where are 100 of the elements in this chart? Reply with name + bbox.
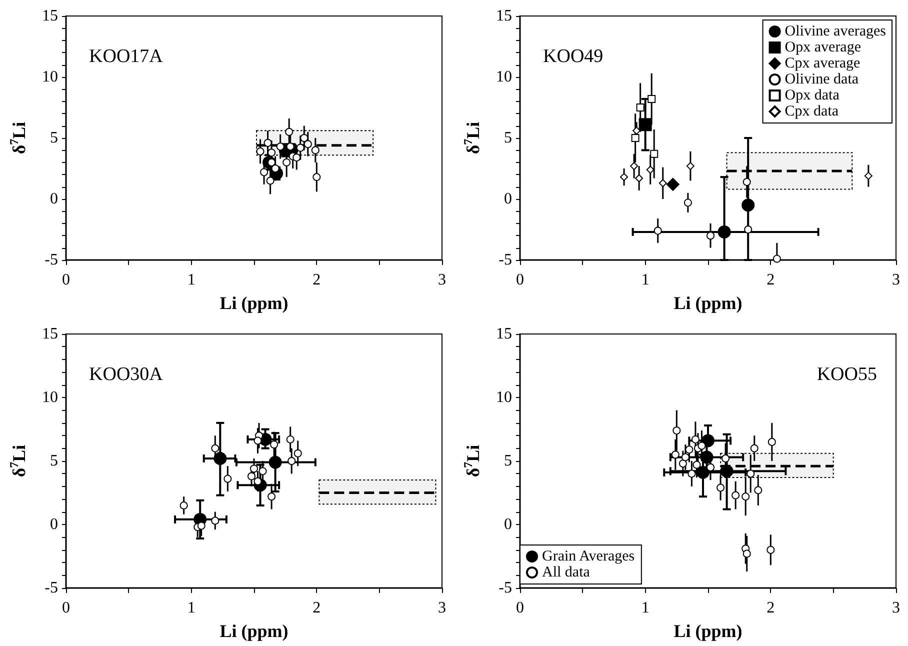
point (650, 150, 658, 158)
point (742, 198, 755, 212)
y-tick-label: 0 (504, 516, 512, 533)
y-tick-label: -5 (498, 252, 512, 268)
x-tick-label: 1 (641, 272, 650, 288)
legend-label: Cpx data (784, 104, 839, 120)
x-tick-label: 0 (62, 600, 70, 616)
y-axis-title: δ7Li (461, 444, 483, 478)
point (646, 166, 654, 174)
point (666, 178, 680, 191)
x-axis-title: Li (ppm) (674, 621, 742, 641)
point (180, 501, 188, 510)
point (658, 179, 667, 188)
point (732, 491, 740, 500)
x-tick-label: 2 (766, 272, 775, 288)
x-tick-label: 1 (187, 272, 196, 288)
point (270, 440, 278, 448)
legend-label: Olivine averages (784, 24, 886, 40)
point (685, 446, 694, 454)
y-tick-label: 0 (50, 190, 58, 208)
y-tick-label: 15 (42, 326, 58, 342)
point (636, 104, 644, 112)
point (250, 464, 258, 473)
point (864, 172, 872, 180)
point (282, 158, 291, 166)
point (706, 463, 715, 472)
y-tick-label: -5 (44, 252, 58, 268)
point (286, 435, 294, 444)
y-tick-label: 0 (50, 516, 58, 533)
point (288, 457, 296, 465)
y-tick-label: 5 (504, 452, 512, 470)
point (631, 134, 640, 142)
text: KOO17A (89, 46, 164, 67)
point (296, 144, 304, 152)
point (722, 454, 730, 462)
text: KOO49 (543, 46, 604, 67)
point (671, 450, 680, 459)
x-tick-label: 0 (516, 272, 524, 288)
y-tick-label: 10 (496, 389, 512, 406)
point (766, 546, 775, 554)
legend-label: All data (542, 564, 590, 580)
point (654, 226, 662, 235)
point (744, 226, 752, 234)
point (224, 474, 232, 483)
point (691, 435, 700, 444)
point (632, 126, 641, 135)
y-tick-label: 5 (50, 452, 58, 470)
point (292, 154, 301, 162)
point (684, 198, 692, 207)
point (276, 142, 284, 151)
text: KOO55 (816, 364, 878, 385)
point (248, 472, 256, 480)
point (260, 168, 268, 176)
legend-label: Cpx average (784, 56, 861, 72)
x-tick-label: 2 (766, 600, 775, 616)
x-tick-label: 2 (312, 600, 321, 616)
point (681, 453, 690, 462)
x-tick-label: 2 (312, 272, 321, 288)
point (304, 140, 312, 148)
point (706, 232, 715, 240)
x-axis-title: Li (ppm) (220, 293, 288, 313)
point (696, 466, 710, 479)
point (742, 178, 751, 186)
y-tick-label: -5 (44, 580, 58, 596)
point (197, 522, 206, 530)
x-tick-label: 0 (62, 272, 70, 288)
point (686, 162, 694, 170)
point (635, 174, 644, 182)
point (214, 452, 227, 465)
point (754, 486, 762, 494)
x-tick-label: 0 (516, 600, 524, 616)
point (648, 94, 656, 103)
x-tick-label: 3 (892, 272, 900, 288)
y-tick-label: 5 (504, 130, 512, 146)
y-tick-label: 10 (42, 68, 58, 86)
y-tick-label: -5 (498, 580, 512, 596)
point (285, 128, 294, 136)
point (698, 442, 706, 450)
point (268, 148, 276, 157)
point (211, 444, 220, 452)
text: KOO30A (89, 364, 164, 385)
point (718, 225, 731, 238)
point (742, 550, 751, 558)
x-tick-label: 1 (641, 600, 650, 616)
point (630, 162, 638, 170)
point (256, 147, 264, 156)
x-axis-title: Li (ppm) (674, 293, 742, 313)
y-tick-label: 10 (42, 389, 58, 406)
y-axis-title: δ7Li (7, 122, 29, 154)
point (716, 484, 725, 492)
point (312, 173, 321, 182)
y-tick-label: 15 (42, 8, 58, 24)
point (300, 134, 308, 142)
point (264, 138, 272, 147)
point (638, 118, 652, 132)
point (254, 436, 262, 445)
point (688, 470, 696, 478)
point (311, 146, 320, 154)
x-axis-title: Li (ppm) (220, 621, 288, 641)
point (692, 460, 701, 469)
